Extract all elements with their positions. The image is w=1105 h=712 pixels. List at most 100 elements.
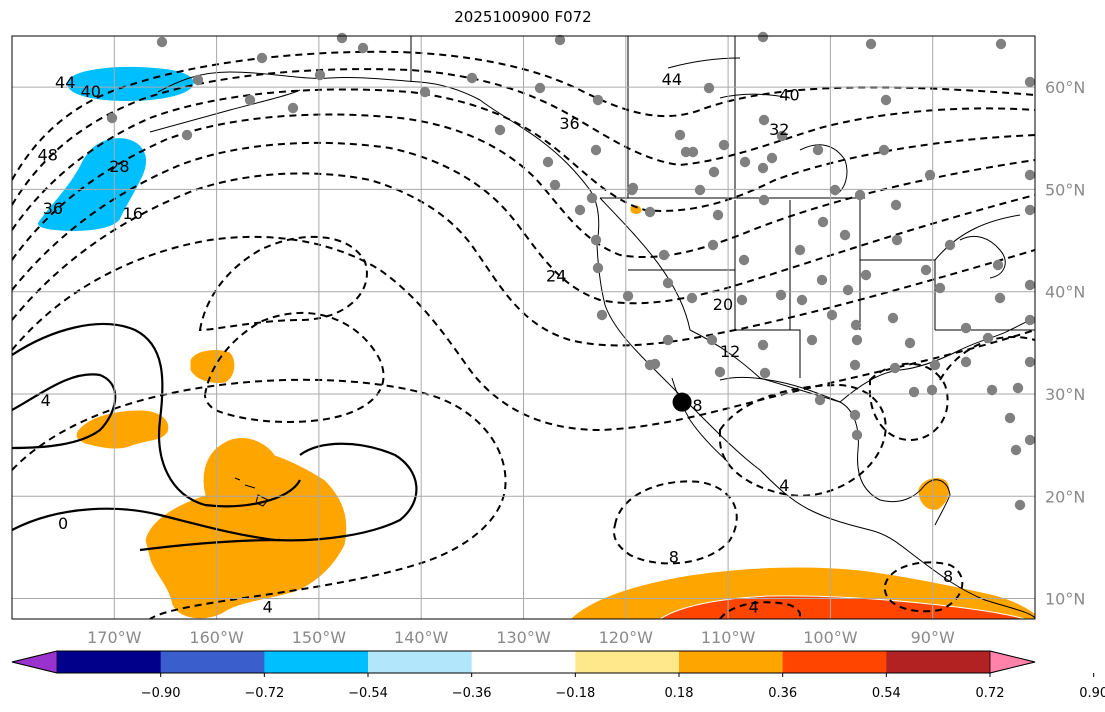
station-dot — [986, 384, 998, 396]
colorbar-tick-label: 0.36 — [768, 686, 797, 701]
station-dot — [622, 290, 634, 302]
station-dot — [887, 312, 899, 324]
station-dot — [1012, 382, 1024, 394]
colorbar-left-extension — [11, 650, 58, 674]
station-dot — [314, 69, 326, 81]
station-dot — [708, 166, 720, 178]
station-dot — [992, 259, 1004, 271]
contour-label: 44 — [662, 70, 682, 89]
station-dot — [256, 52, 268, 64]
latitude-labels: 60°N 50°N 40°N 30°N 20°N 10°N — [1045, 78, 1085, 608]
station-dot — [466, 72, 478, 84]
colorbar-tick-label: −0.36 — [452, 686, 492, 701]
station-dot — [960, 356, 972, 368]
station-dot — [687, 146, 699, 158]
positive-contours — [12, 322, 418, 552]
station-dot — [1024, 76, 1036, 88]
station-dot — [904, 337, 916, 349]
contour-label: 32 — [769, 120, 789, 139]
colorbar-segment — [57, 651, 162, 673]
station-dot — [554, 34, 566, 46]
station-dot — [880, 94, 892, 106]
station-dots — [106, 31, 1036, 511]
station-dot — [812, 144, 824, 156]
lon-tick-label: 100°W — [803, 628, 858, 647]
station-dot — [287, 102, 299, 114]
station-dot — [1024, 356, 1036, 368]
colorbar-tick-label: 0.18 — [665, 686, 694, 701]
station-dot — [982, 332, 994, 344]
lon-tick-label: 110°W — [701, 628, 756, 647]
contour-label: 0 — [58, 514, 68, 533]
station-dot — [960, 322, 972, 334]
station-dot — [1024, 204, 1036, 216]
station-dot — [694, 184, 706, 196]
colorbar-segment — [160, 651, 265, 673]
station-dot — [816, 274, 828, 286]
station-dot — [926, 384, 938, 396]
station-dot — [644, 206, 656, 218]
contour-label: 44 — [55, 73, 75, 92]
colorbar-tick-label: −0.54 — [348, 686, 388, 701]
station-dot — [806, 334, 818, 346]
contour-label: 36 — [559, 114, 579, 133]
lon-tick-label: 90°W — [911, 628, 955, 647]
lon-tick-label: 160°W — [189, 628, 244, 647]
colorbar-tick-label: −0.90 — [141, 686, 181, 701]
contour-label: 4 — [779, 476, 789, 495]
contour-label: 40 — [81, 82, 101, 101]
location-marker — [672, 392, 692, 412]
lon-tick-label: 150°W — [292, 628, 347, 647]
station-dot — [889, 362, 901, 374]
station-dot — [842, 284, 854, 296]
station-dot — [534, 82, 546, 94]
positive-anomaly-shading — [75, 204, 1035, 619]
station-dot — [738, 254, 750, 266]
colorbar-segment — [471, 651, 576, 673]
lon-tick-label: 130°W — [496, 628, 551, 647]
station-dot — [929, 359, 941, 371]
station-dot — [357, 42, 369, 54]
station-dot — [706, 334, 718, 346]
station-dot — [934, 282, 946, 294]
station-dot — [156, 36, 168, 48]
station-dot — [995, 38, 1007, 50]
station-dot — [759, 367, 771, 379]
station-dot — [758, 194, 770, 206]
contour-label: 12 — [720, 342, 740, 361]
colorbar-tick-label: −0.72 — [244, 686, 284, 701]
station-dot — [192, 74, 204, 86]
contour-label: 48 — [38, 146, 58, 165]
station-dot — [542, 156, 554, 168]
station-dot — [826, 309, 838, 321]
lon-tick-label: 140°W — [394, 628, 449, 647]
station-dot — [596, 309, 608, 321]
colorbar-tick-labels: −0.90 −0.72 −0.54 −0.36 −0.18 0.18 0.36 0.54 0.7… — [141, 673, 1105, 701]
lat-tick-label: 10°N — [1045, 590, 1085, 609]
station-dot — [796, 294, 808, 306]
station-dot — [590, 234, 602, 246]
colorbar — [11, 650, 1036, 674]
map-frame — [11, 35, 1036, 620]
contour-label: 36 — [43, 199, 63, 218]
colorbar-outline — [11, 650, 1036, 674]
station-dot — [739, 156, 751, 168]
lat-tick-label: 20°N — [1045, 487, 1085, 506]
colorbar-tick-label: 0.54 — [872, 686, 901, 701]
lat-tick-label: 60°N — [1045, 78, 1085, 97]
station-dot — [658, 249, 670, 261]
contour-label: 4 — [263, 598, 273, 617]
contour-label: 8 — [669, 548, 679, 567]
contour-label: 8 — [692, 396, 702, 415]
station-dot — [878, 144, 890, 156]
contour-label: 16 — [123, 204, 143, 223]
station-dot — [649, 358, 661, 370]
station-dot — [707, 239, 719, 251]
station-dot — [1024, 314, 1036, 326]
longitude-labels: 170°W 160°W 150°W 140°W 130°W 120°W 110°W 100°W… — [87, 628, 955, 647]
station-dot — [829, 184, 841, 196]
station-dot — [766, 152, 778, 164]
station-dot — [851, 429, 863, 441]
station-dot — [712, 209, 724, 221]
station-dot — [775, 289, 787, 301]
